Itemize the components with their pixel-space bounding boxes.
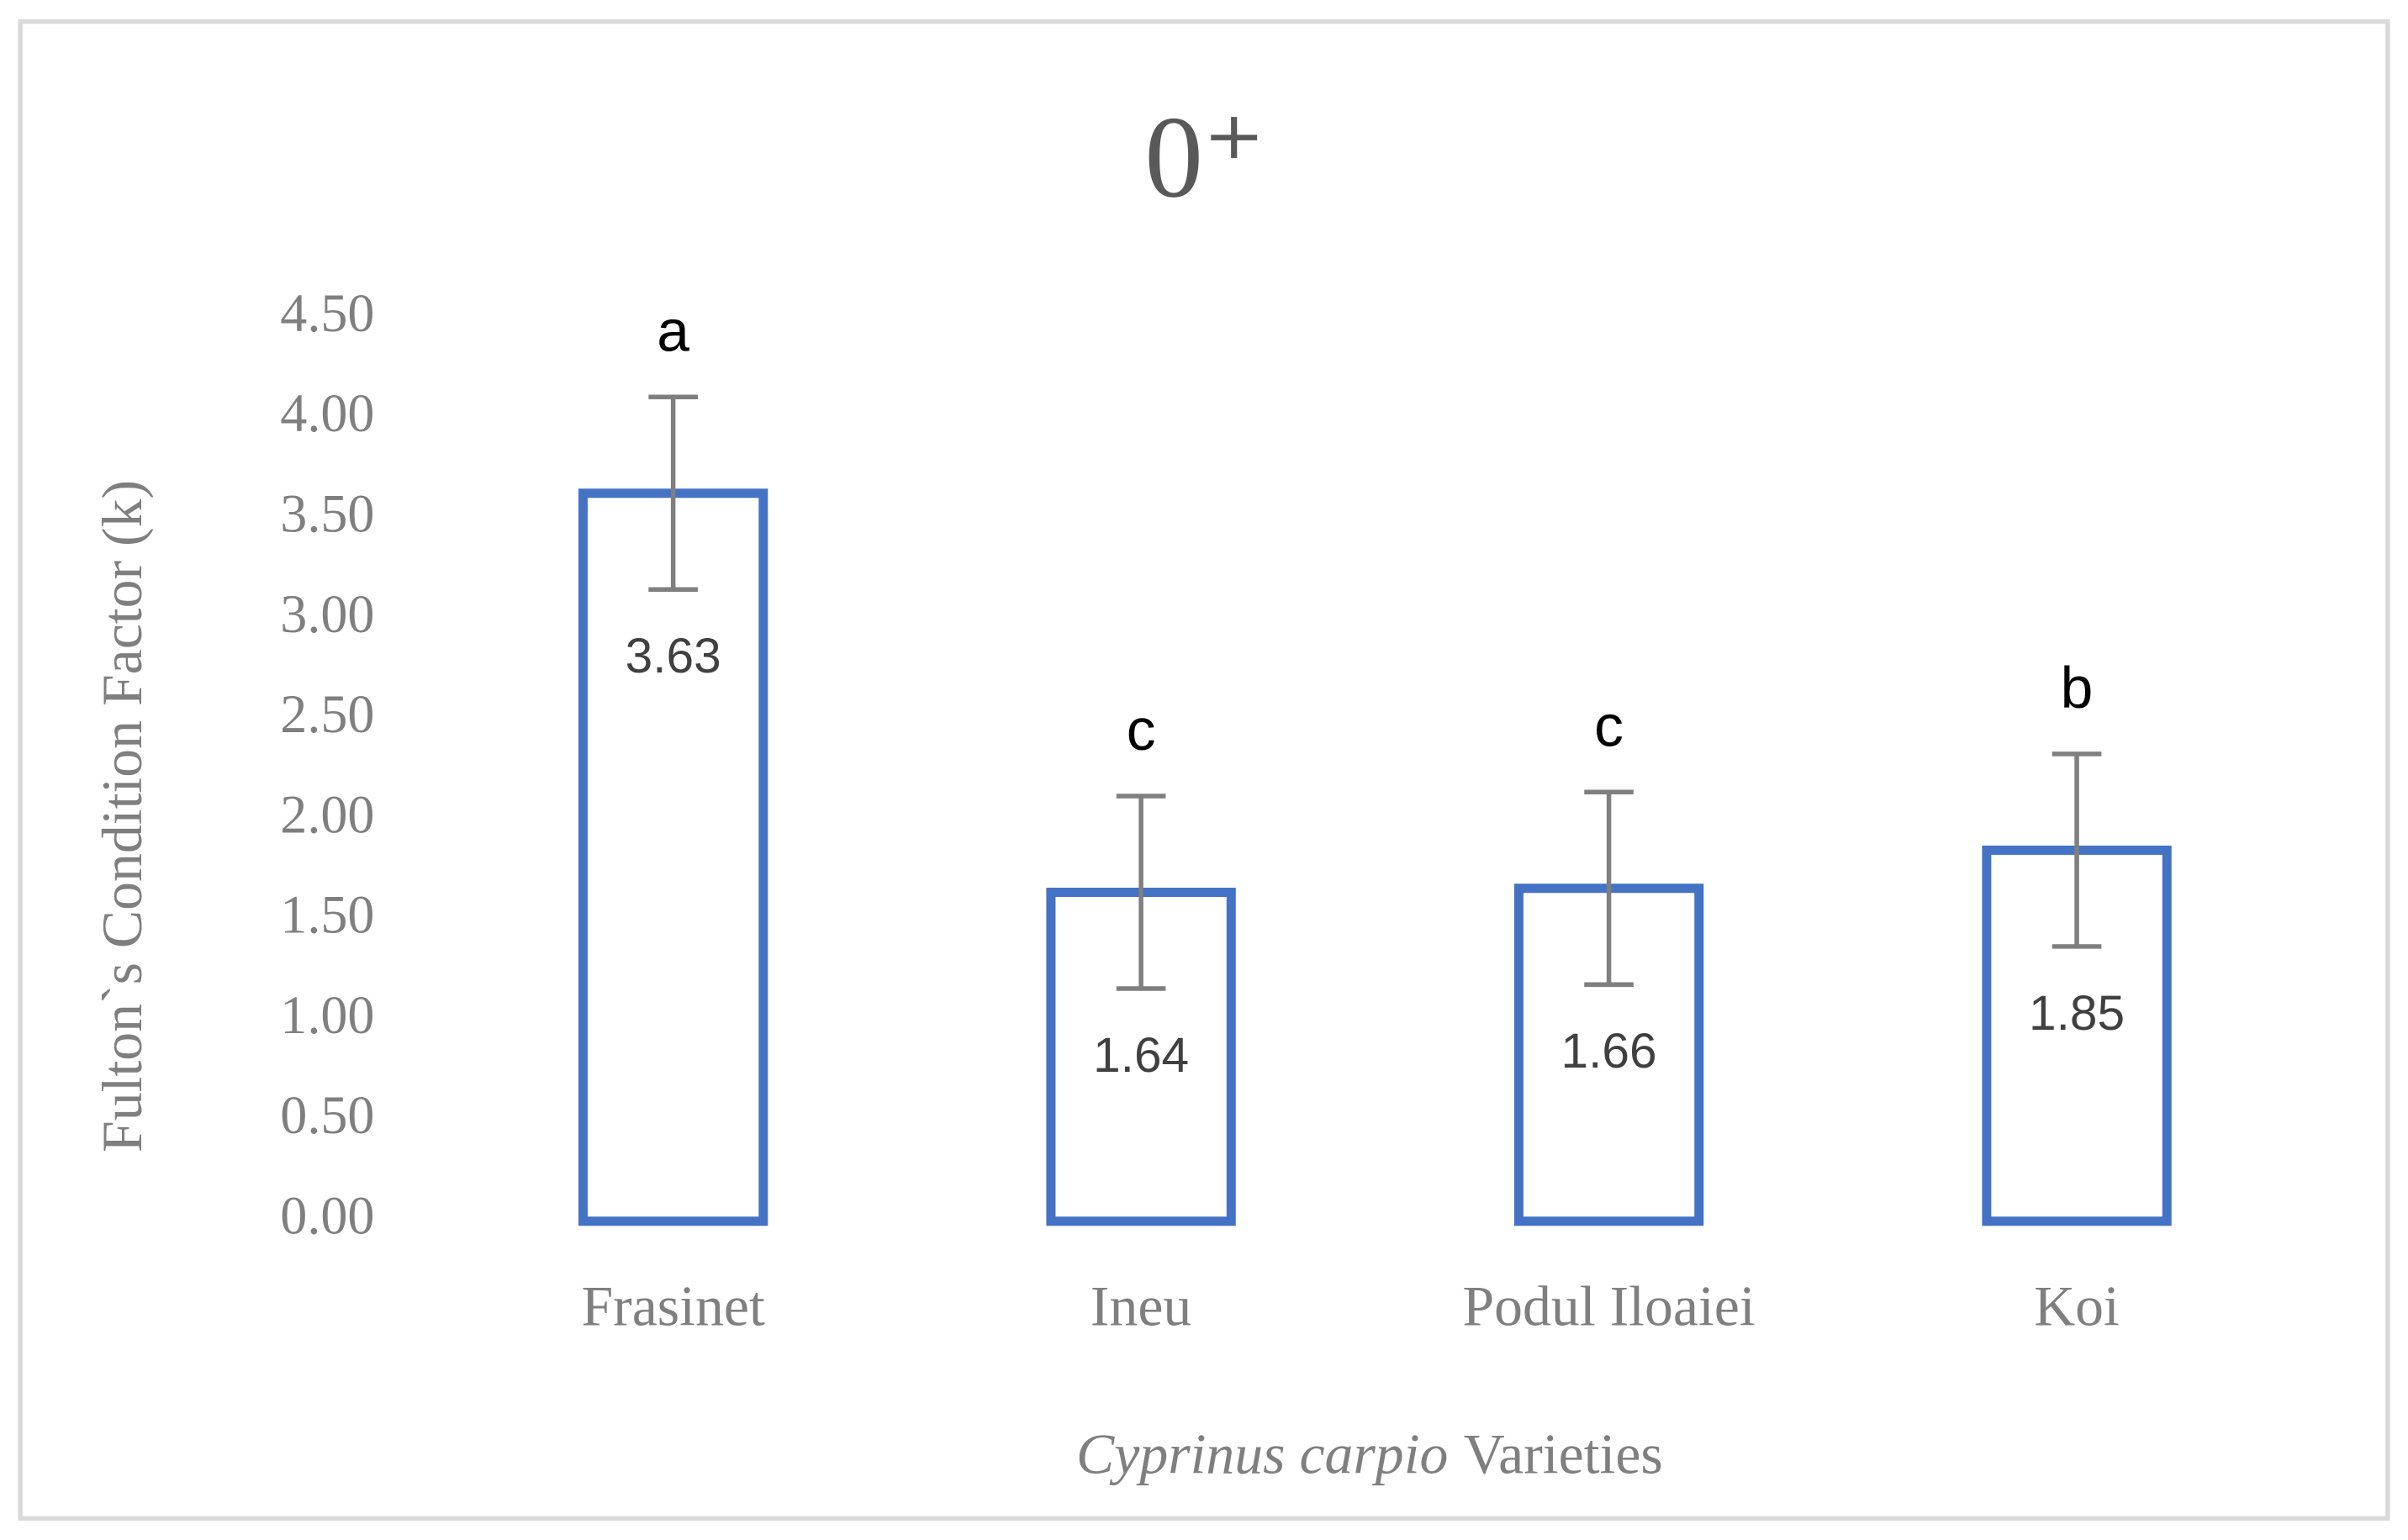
x-tick-label: Frasinet [581,1274,764,1337]
y-tick-label: 4.50 [280,283,374,343]
y-tick-label: 1.50 [280,885,374,945]
x-axis-label-italic: Cyprinus carpio [1076,1422,1448,1485]
x-tick-label: Ineu [1090,1274,1191,1337]
chart-title: 0⁺ [1144,92,1265,222]
y-tick-label: 1.00 [280,985,374,1045]
y-tick-label: 4.00 [280,383,374,443]
y-tick-label: 2.00 [280,784,374,844]
value-label: 1.66 [1561,1024,1657,1079]
significance-letter: a [657,298,689,363]
significance-letter: c [1594,693,1624,758]
x-tick-label: Podul Iloaiei [1462,1274,1755,1337]
y-tick-label: 2.50 [280,684,374,744]
value-label: 1.64 [1093,1028,1189,1083]
y-tick-label: 3.50 [280,484,374,544]
x-tick-label: Koi [2034,1274,2120,1337]
y-tick-label: 0.50 [280,1085,374,1145]
significance-letter: c [1127,697,1156,762]
significance-letter: b [2061,655,2094,720]
value-label: 3.63 [626,629,721,683]
y-tick-label: 3.00 [280,584,374,644]
value-label: 1.85 [2029,986,2125,1041]
y-axis-label: Fulton`s Condition Factor (k) [91,480,154,1152]
x-axis-label-text: Varieties [1464,1422,1663,1485]
x-axis-label: Cyprinus carpio Varieties [1076,1422,1663,1485]
y-tick-label: 0.00 [280,1185,374,1245]
chart-border [18,18,2390,1522]
